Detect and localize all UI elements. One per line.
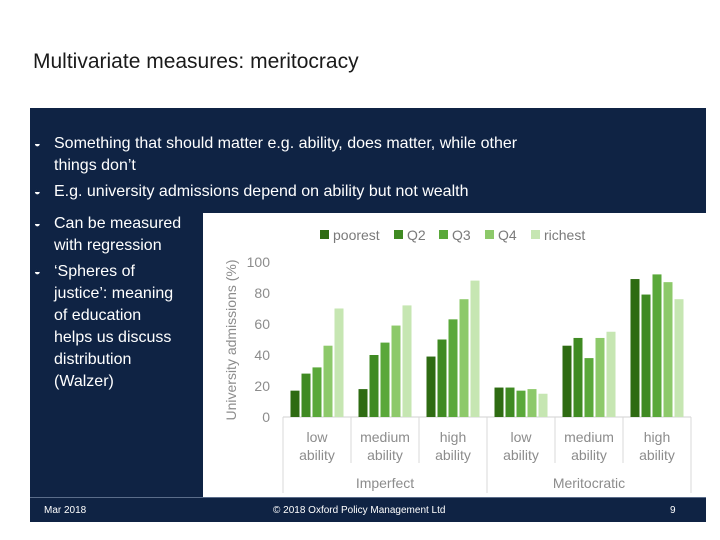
category-label: high [644,429,670,445]
category-label: high [440,429,466,445]
bullet-4-line-3: of education [54,307,142,324]
category-label: ability [299,447,335,463]
bullet-1-line-1: Something that should matter e.g. abilit… [54,135,518,152]
bullet-3: ◒ Can be measured with regression [34,213,182,257]
bar-richest [334,308,344,417]
bar-q4 [459,299,469,417]
bar-q4 [527,389,537,417]
bar-q2 [573,337,583,417]
bar-q3 [584,358,594,417]
category-label: medium [360,429,410,445]
bar-q2 [641,294,651,417]
y-tick-label: 40 [254,347,270,363]
legend-label: poorest [333,227,380,243]
y-tick-label: 100 [247,254,271,270]
footer-copyright: © 2018 Oxford Policy Management Ltd [273,505,446,516]
y-tick-label: 80 [254,285,270,301]
footer-divider [30,497,706,498]
bar-richest [402,305,412,417]
bar-poorest [630,279,640,417]
group-label: Imperfect [356,475,414,491]
bar-q2 [505,387,515,417]
bar-richest [606,331,616,417]
footer-page-number: 9 [670,505,676,516]
y-tick-label: 0 [262,409,270,425]
category-label: medium [564,429,614,445]
legend-label: Q2 [407,227,426,243]
bullet-icon: ◒ [34,266,41,278]
bar-q2 [437,339,447,417]
legend-swatch [439,230,448,239]
bar-q3 [312,367,322,417]
bar-q4 [663,282,673,417]
bar-richest [538,393,548,417]
bar-chart: University admissions (%) 0 20 40 60 80 100 poo… [203,213,706,498]
bar-poorest [358,389,368,417]
bullet-3-line-1: Can be measured [54,215,182,232]
group-label: Meritocratic [553,475,625,491]
bar-q2 [301,373,311,417]
bullet-1: ◒ Something that should matter e.g. abil… [34,133,518,177]
category-label: low [306,429,328,445]
category-label: ability [571,447,607,463]
bar-poorest [562,345,572,417]
bullet-icon: ◒ [34,218,41,230]
legend-label: Q3 [452,227,471,243]
legend-swatch [394,230,403,239]
legend-swatch [531,230,540,239]
bar-q3 [652,274,662,417]
legend-label: richest [544,227,585,243]
bar-q3 [448,319,458,417]
bullet-4-line-6: (Walzer) [54,373,114,390]
y-tick-label: 20 [254,378,270,394]
category-label: ability [367,447,403,463]
bar-poorest [426,356,436,417]
category-label: ability [503,447,539,463]
bar-poorest [494,387,504,417]
bullet-2: ◒ E.g. university admissions depend on a… [34,181,469,203]
legend-label: Q4 [498,227,517,243]
bar-q4 [391,325,401,417]
bullet-3-line-2: with regression [54,237,162,254]
bullet-4-line-2: justice’: meaning [54,285,174,302]
y-axis-label: University admissions (%) [223,259,239,420]
bar-q4 [595,337,605,417]
bar-q3 [516,390,526,417]
bullet-2-line-1: E.g. university admissions depend on abi… [54,183,469,200]
bar-q4 [323,345,333,417]
category-label: ability [639,447,675,463]
bar-poorest [290,390,300,417]
bullet-4-line-1: ‘Spheres of [54,263,135,280]
footer-date: Mar 2018 [44,505,87,516]
category-label: ability [435,447,471,463]
bar-chart-svg: University admissions (%) 0 20 40 60 80 100 poo… [223,227,692,493]
legend-swatch [320,230,329,239]
bullet-4-line-5: distribution [54,351,132,368]
bullet-4: ◒ ‘Spheres of justice’: meaning of educa… [34,261,174,393]
y-tick-label: 60 [254,316,270,332]
bar-q2 [369,355,379,417]
bullet-icon: ◒ [34,186,41,198]
slide-title: Multivariate measures: meritocracy [33,50,359,73]
legend-swatch [485,230,494,239]
bar-q3 [380,342,390,417]
category-label: low [510,429,532,445]
bar-richest [470,280,480,417]
bar-richest [674,299,684,417]
bullet-4-line-4: helps us discuss [54,329,172,346]
bullet-icon: ◒ [34,138,41,150]
bullet-1-line-2: things don’t [54,157,136,174]
